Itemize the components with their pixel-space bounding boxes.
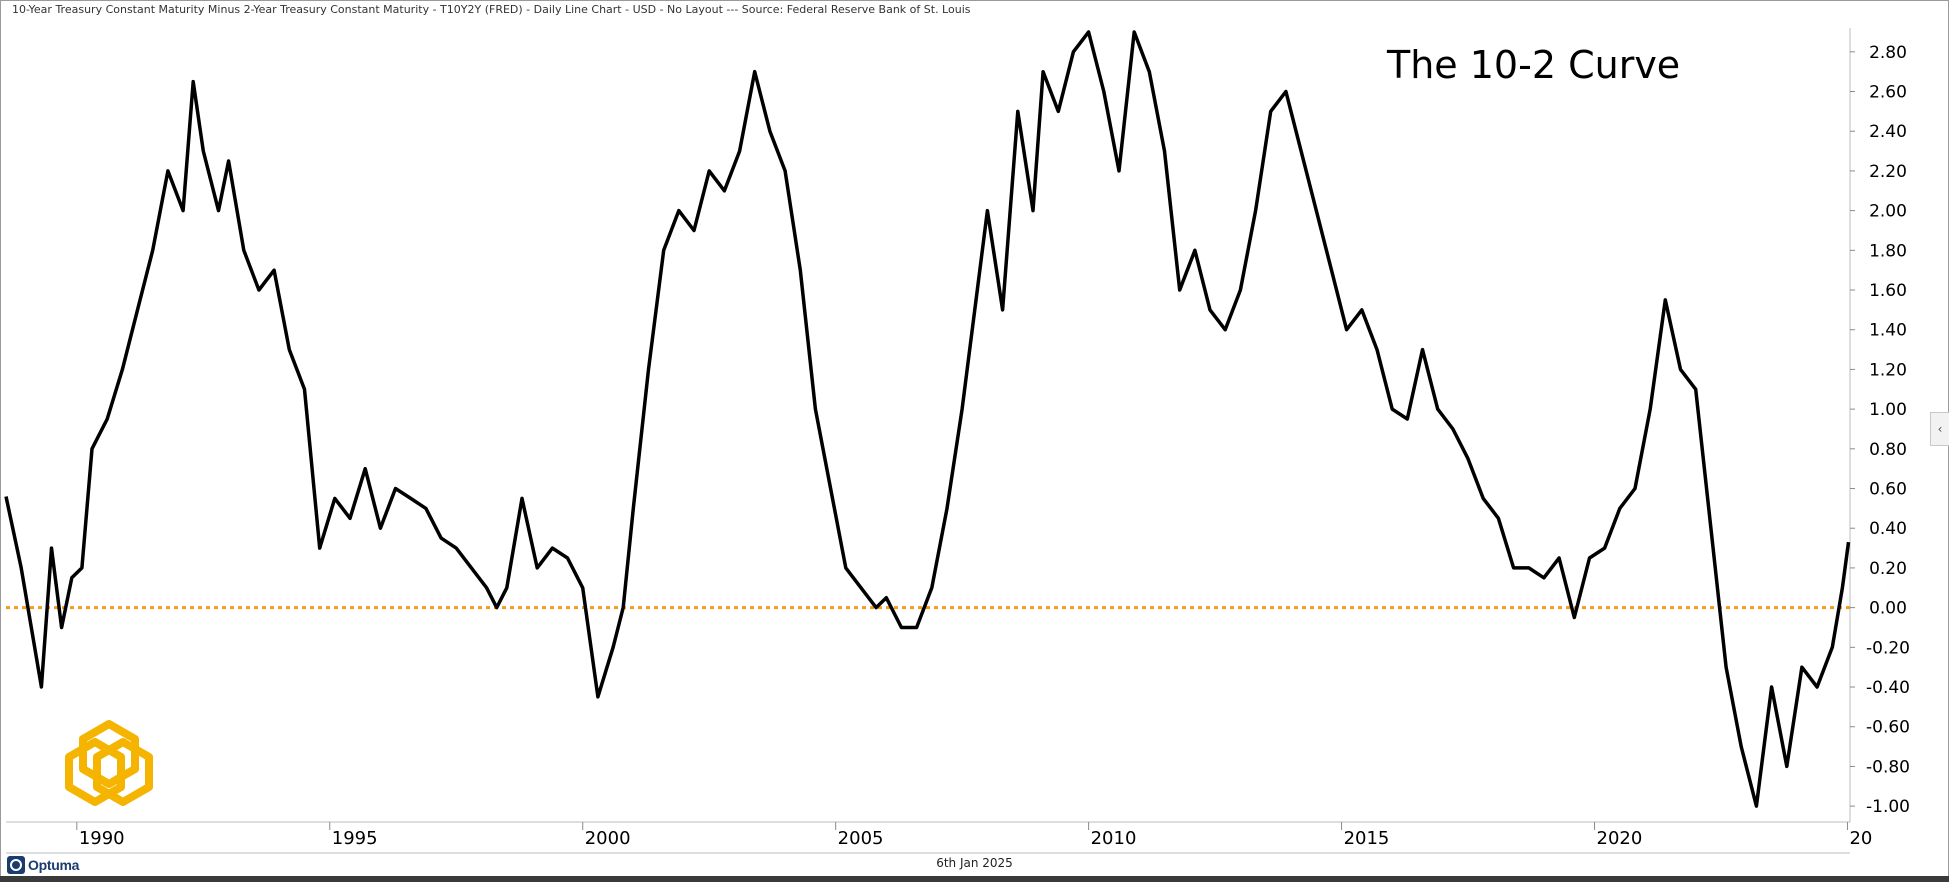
chart-header-title: 10-Year Treasury Constant Maturity Minus… — [12, 3, 971, 16]
optuma-brand: Optuma — [6, 855, 79, 875]
chart-title: The 10-2 Curve — [1386, 43, 1680, 87]
chevron-left-icon: ‹ — [1937, 422, 1943, 436]
y-tick-label: 1.40 — [1869, 321, 1907, 341]
y-tick-label: 0.80 — [1869, 440, 1907, 460]
x-tick-label: 1995 — [332, 828, 378, 849]
brand-label: Optuma — [28, 857, 80, 873]
optuma-brand-icon — [7, 856, 25, 874]
x-tick-label: 2010 — [1091, 828, 1137, 849]
y-tick-label: 2.60 — [1869, 83, 1907, 103]
bottom-bar — [0, 876, 1949, 882]
x-tick-label: 2015 — [1344, 828, 1390, 849]
y-tick-label: -0.80 — [1866, 757, 1910, 777]
y-tick-label: 2.00 — [1869, 202, 1907, 222]
x-tick-label: 1990 — [79, 828, 125, 849]
y-tick-label: 1.60 — [1869, 281, 1907, 301]
x-tick-label: 2000 — [585, 828, 631, 849]
y-axis-ticks: 2.80 2.60 2.40 2.20 2.00 1.80 1.60 1.40 1.20 1.00… — [1850, 43, 1910, 817]
panel-toggle-tab[interactable]: ‹ — [1930, 412, 1949, 446]
x-tick-label: 2005 — [838, 828, 884, 849]
footer-date: 6th Jan 2025 — [936, 856, 1013, 870]
y-tick-label: 1.00 — [1869, 400, 1907, 420]
y-tick-label: 0.40 — [1869, 519, 1907, 539]
y-tick-label: -0.60 — [1866, 718, 1910, 738]
x-tick-label: 20 — [1849, 828, 1872, 849]
x-axis-ticks: 1990 1995 2000 2005 2010 2015 2020 20 — [76, 822, 1872, 849]
y-tick-label: 1.80 — [1869, 241, 1907, 261]
y-tick-label: 0.00 — [1869, 599, 1907, 619]
series-line — [4, 30, 1851, 808]
x-tick-label: 2020 — [1597, 828, 1643, 849]
y-tick-label: -0.40 — [1866, 678, 1910, 698]
series-group — [4, 30, 1851, 808]
y-tick-label: -0.20 — [1866, 638, 1910, 658]
y-tick-label: 1.20 — [1869, 360, 1907, 380]
y-tick-label: 2.40 — [1869, 122, 1907, 142]
y-tick-label: 0.60 — [1869, 480, 1907, 500]
optuma-logo-icon — [65, 720, 153, 806]
y-tick-label: 2.20 — [1869, 162, 1907, 182]
y-tick-label: 0.20 — [1869, 559, 1907, 579]
y-tick-label: -1.00 — [1866, 797, 1910, 817]
y-tick-label: 2.80 — [1869, 43, 1907, 63]
